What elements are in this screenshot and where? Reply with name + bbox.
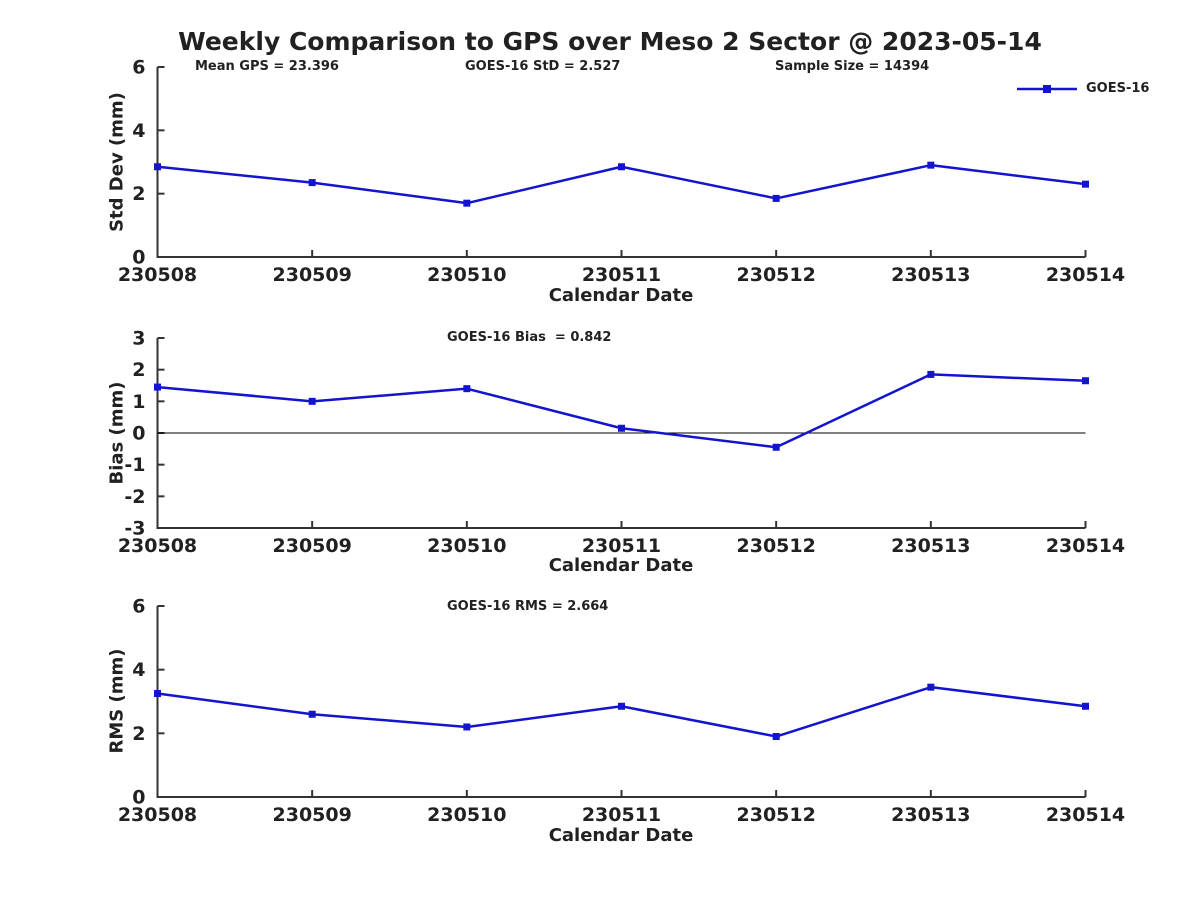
y-tick-label: -3 xyxy=(124,518,145,540)
x-tick-label: 230510 xyxy=(427,264,506,286)
x-tick-label: 230513 xyxy=(891,804,970,826)
y-tick-label: 0 xyxy=(132,787,145,809)
data-point-marker xyxy=(308,397,316,405)
stddev-chart: 0 2 4 6 230508 230509 230510 230511 230512 230513… xyxy=(118,57,1125,287)
x-tick-label: 230512 xyxy=(737,804,816,826)
rms-chart-title: GOES-16 RMS = 2.664 xyxy=(447,599,609,614)
data-point-marker xyxy=(154,383,161,391)
rms-chart: 0 2 4 6 230508 230509 230510 230511 230512 230513… xyxy=(118,596,1125,827)
data-point-marker xyxy=(463,723,471,731)
legend: GOES-16 xyxy=(1016,81,1149,96)
x-tick-label: 230509 xyxy=(273,535,352,557)
series-line xyxy=(157,163,1086,205)
legend-marker-icon xyxy=(1043,84,1051,93)
data-point-marker xyxy=(1082,377,1089,385)
x-tick-label: 230508 xyxy=(118,535,197,557)
bias-chart-title: GOES-16 Bias = 0.842 xyxy=(447,330,612,345)
series-line xyxy=(157,685,1086,738)
annotation-goes16-std: GOES-16 StD = 2.527 xyxy=(465,59,621,74)
data-point-marker xyxy=(308,179,316,187)
axis xyxy=(156,606,1086,798)
x-tick-label: 230508 xyxy=(118,804,197,826)
x-tick-label: 230508 xyxy=(118,264,197,286)
annotation-sample-size: Sample Size = 14394 xyxy=(775,59,930,74)
y-tick-label: -1 xyxy=(124,454,145,476)
x-tick-label: 230511 xyxy=(582,804,661,826)
data-point-marker xyxy=(772,194,780,202)
x-tick-label: 230514 xyxy=(1046,264,1125,286)
data-point-marker xyxy=(927,683,935,691)
x-tick-label: 230514 xyxy=(1046,804,1125,826)
y-tick-label: -2 xyxy=(124,486,145,508)
y-tick-label: 2 xyxy=(132,723,145,745)
legend-label: GOES-16 xyxy=(1086,81,1150,96)
bias-chart: -3 -2 -1 0 1 2 3 230508 230509 230510 230511 230512… xyxy=(118,328,1125,558)
data-point-marker xyxy=(618,424,625,432)
legend-line-icon xyxy=(1017,84,1077,93)
rms-x-axis-label: Calendar Date xyxy=(548,825,694,846)
data-point-marker xyxy=(154,690,161,698)
bias-x-axis-label: Calendar Date xyxy=(548,555,694,576)
data-point-marker xyxy=(154,163,161,171)
y-tick-label: 2 xyxy=(132,359,145,381)
series-line xyxy=(157,373,1086,449)
y-tick-label: 2 xyxy=(132,183,145,205)
data-point-marker xyxy=(927,161,935,169)
data-point-marker xyxy=(772,443,780,451)
data-point-marker xyxy=(772,733,780,741)
x-tick-label: 230510 xyxy=(427,804,506,826)
stddev-x-axis-label: Calendar Date xyxy=(548,285,694,306)
data-point-marker xyxy=(463,385,471,393)
y-tick-label: 6 xyxy=(132,596,145,618)
x-tick-label: 230514 xyxy=(1046,535,1125,557)
x-tick-label: 230509 xyxy=(273,264,352,286)
y-tick-label: 6 xyxy=(132,57,145,79)
y-tick-label: 4 xyxy=(132,659,145,681)
axis xyxy=(156,67,1086,258)
x-tick-label: 230512 xyxy=(737,264,816,286)
data-point-marker xyxy=(618,702,625,710)
x-tick-label: 230511 xyxy=(582,264,661,286)
data-point-marker xyxy=(927,370,935,378)
x-tick-label: 230513 xyxy=(891,264,970,286)
y-tick-label: 3 xyxy=(132,328,145,350)
data-point-marker xyxy=(1082,702,1089,710)
y-tick-label: 1 xyxy=(132,391,145,413)
x-tick-label: 230510 xyxy=(427,535,506,557)
y-tick-label: 0 xyxy=(132,423,145,445)
data-point-marker xyxy=(1082,180,1089,188)
annotation-mean-gps: Mean GPS = 23.396 xyxy=(195,59,339,74)
data-point-marker xyxy=(463,199,471,207)
y-tick-label: 0 xyxy=(132,247,145,269)
y-tick-label: 4 xyxy=(132,120,145,142)
x-tick-label: 230513 xyxy=(891,535,970,557)
x-tick-label: 230511 xyxy=(582,535,661,557)
x-tick-label: 230509 xyxy=(273,804,352,826)
x-tick-label: 230512 xyxy=(737,535,816,557)
data-point-marker xyxy=(618,163,625,171)
data-point-marker xyxy=(308,710,316,718)
page-title: Weekly Comparison to GPS over Meso 2 Sec… xyxy=(178,27,1042,56)
